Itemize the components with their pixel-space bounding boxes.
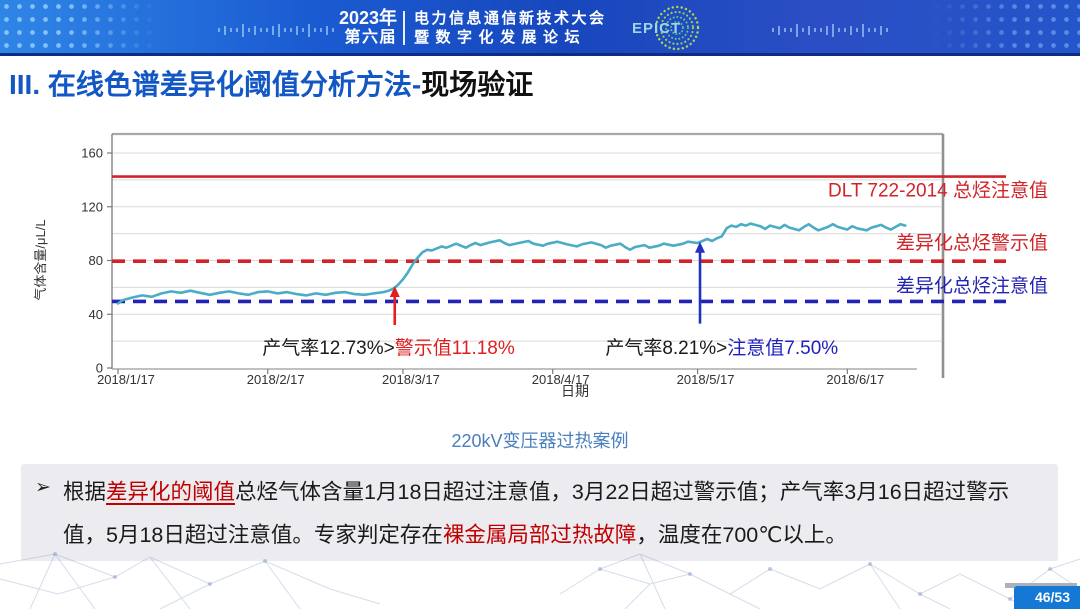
barcode-tick: [278, 23, 280, 37]
annotation-text: 产气率8.21%>注意值7.50%: [605, 337, 838, 359]
barcode-tick: [778, 25, 780, 35]
barcode-tick: [802, 28, 804, 32]
x-tick-label: 2018/5/17: [677, 372, 735, 387]
edition-text: 第六届: [344, 29, 397, 46]
x-tick-label: 2018/3/17: [382, 372, 440, 387]
barcode-tick: [296, 25, 298, 35]
x-tick-label: 2018/2/17: [247, 372, 305, 387]
page-title-black-part: 现场验证: [421, 69, 534, 100]
conclusion-segment: 总烃气体含量1月18日超过注意值，3月22日超过警示值；产气率3月16日超过警示: [235, 480, 1010, 504]
conclusion-note-box: ➢ 根据差异化的阈值总烃气体含量1月18日超过注意值，3月22日超过警示值；产气…: [21, 464, 1058, 561]
barcode-tick: [772, 28, 774, 32]
barcode-tick: [790, 28, 792, 32]
barcode-tick: [266, 28, 268, 32]
barcode-tick: [844, 28, 846, 32]
barcode-tick: [290, 28, 292, 32]
x-axis-title: 日期: [561, 383, 589, 399]
barcode-tick: [796, 23, 798, 37]
barcode-tick: [814, 28, 816, 32]
conference-year: 2023年 第六届: [339, 9, 397, 47]
conclusion-segment: ，温度在700℃以上。: [636, 523, 847, 547]
barcode-tick: [218, 28, 220, 32]
barcode-tick: [284, 28, 286, 32]
barcode-tick: [850, 25, 852, 35]
barcode-tick: [314, 28, 316, 32]
barcode-tick: [308, 23, 310, 37]
barcode-tick: [326, 25, 328, 35]
barcode-tick: [236, 28, 238, 32]
barcode-tick: [242, 23, 244, 37]
x-tick-label: 2018/4/17: [532, 372, 590, 387]
epict-logo: EPICT: [632, 3, 704, 53]
conclusion-text: 根据差异化的阈值总烃气体含量1月18日超过注意值，3月22日超过警示值；产气率3…: [63, 471, 1048, 557]
barcode-tick: [260, 28, 262, 32]
barcode-tick: [862, 23, 864, 37]
x-tick-label: 2018/1/17: [97, 372, 155, 387]
dot-matrix-decoration-left: [0, 0, 160, 53]
network-mesh-decoration: [0, 552, 1080, 609]
y-tick-label: 0: [96, 361, 103, 376]
chart-caption: 220kV变压器过热案例: [451, 431, 629, 451]
y-tick-label: 40: [89, 307, 103, 322]
bullet-arrow-icon: ➢: [35, 477, 51, 498]
barcode-tick: [832, 23, 834, 37]
year-text: 2023年: [338, 8, 397, 28]
barcode-tick: [838, 28, 840, 32]
data-series-line: [116, 222, 907, 305]
barcode-tick: [254, 25, 256, 35]
barcode-tick: [302, 28, 304, 32]
annotation-text: 产气率12.73%>警示值11.18%: [262, 337, 515, 359]
y-tick-label: 80: [89, 253, 103, 268]
barcode-tick: [820, 28, 822, 32]
barcode-tick: [856, 28, 858, 32]
y-tick-label: 160: [81, 146, 103, 161]
barcode-tick: [784, 28, 786, 32]
conference-title: 电力信息通信新技术大会 暨数字化发展论坛: [414, 9, 607, 47]
barcode-tick: [826, 25, 828, 35]
barcode-tick: [320, 28, 322, 32]
epict-logo-icon: [654, 5, 700, 51]
barcode-tick: [886, 28, 888, 32]
threshold-label: 差异化总烃注意值: [896, 275, 1048, 297]
annotation-arrow-head: [695, 241, 706, 253]
barcode-tick: [808, 25, 810, 35]
conclusion-highlight: 差异化的阈值: [106, 480, 236, 504]
gas-content-line-chart: 0 40 80 120 160 气体含量/μL/L 2018/1/17 2018/2/17 20…: [33, 132, 1048, 399]
barcode-tick: [224, 25, 226, 35]
conclusion-segment: 值，5月18日超过注意值。专家判定存在: [63, 523, 443, 547]
page-number-badge: 46/53: [1014, 586, 1080, 609]
annotation-arrow-head: [389, 286, 400, 298]
barcode-tick: [272, 25, 274, 35]
conclusion-highlight: 裸金属局部过热故障: [442, 523, 637, 547]
barcode-decoration-right: [772, 22, 888, 38]
threshold-label: 差异化总烃警示值: [896, 232, 1048, 254]
conference-title-line1: 电力信息通信新技术大会: [414, 10, 607, 27]
barcode-tick: [880, 25, 882, 35]
barcode-tick: [230, 28, 232, 32]
page-title-blue-part: III. 在线色谱差异化阈值分析方法-: [9, 69, 422, 100]
header-band: 2023年 第六届 电力信息通信新技术大会 暨数字化发展论坛 EPICT: [0, 0, 1080, 56]
page-title: III. 在线色谱差异化阈值分析方法-现场验证: [9, 63, 533, 103]
barcode-tick: [332, 28, 334, 32]
barcode-tick: [868, 28, 870, 32]
barcode-tick: [248, 28, 250, 32]
y-axis-title: 气体含量/μL/L: [33, 219, 48, 300]
conference-title-line2: 暨数字化发展论坛: [414, 29, 587, 46]
y-tick-label: 120: [81, 199, 103, 214]
badge-shadow: [1005, 583, 1077, 588]
dot-matrix-decoration-right: [930, 0, 1080, 53]
conclusion-segment: 根据: [63, 480, 107, 504]
epict-logo-text: EPICT: [632, 20, 682, 37]
barcode-tick: [874, 28, 876, 32]
threshold-label: DLT 722-2014 总烃注意值: [828, 180, 1048, 202]
barcode-decoration-left: [218, 22, 334, 38]
x-tick-label: 2018/6/17: [826, 372, 884, 387]
header-divider: [403, 11, 405, 45]
